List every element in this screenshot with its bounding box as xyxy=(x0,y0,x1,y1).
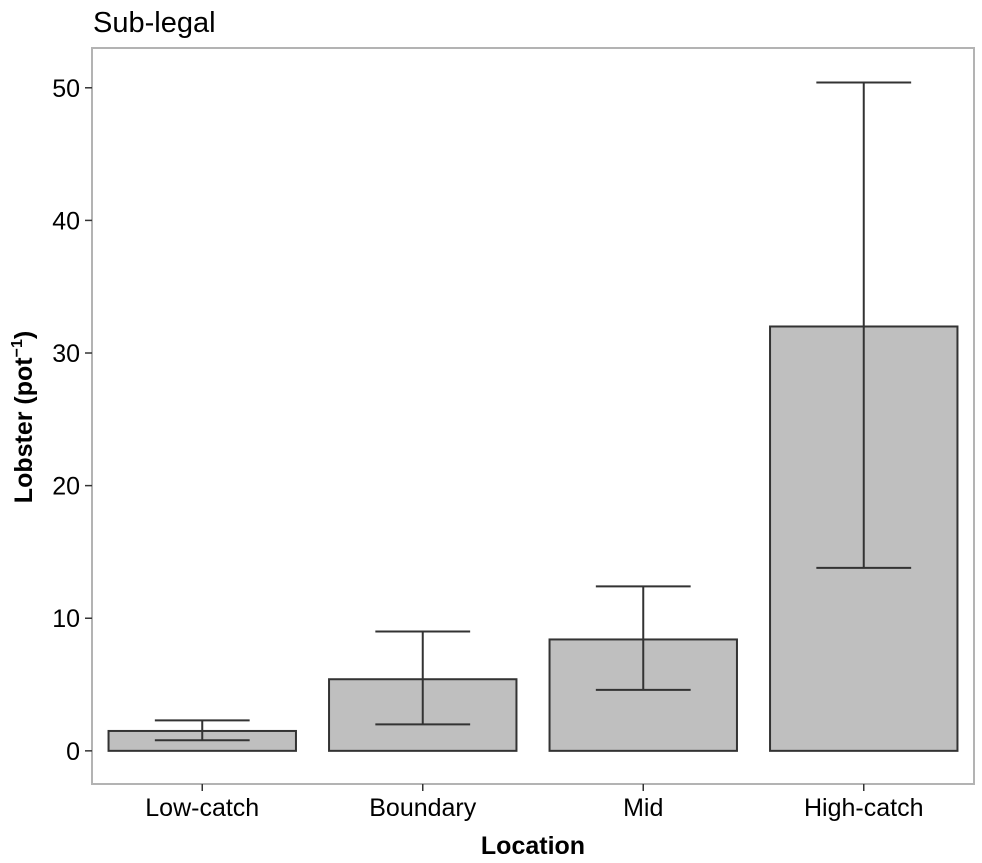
chart-title: Sub-legal xyxy=(93,7,216,39)
y-tick-label: 40 xyxy=(52,207,80,235)
bars xyxy=(107,81,959,752)
y-axis-label-superscript: −1 xyxy=(9,339,26,357)
x-tick-label: High-catch xyxy=(804,794,924,822)
y-axis-label-close: ) xyxy=(10,331,38,339)
y-tick-label: 50 xyxy=(52,75,80,103)
plot-panel xyxy=(91,47,975,785)
y-axis-label: Lobster (pot−1) xyxy=(9,331,38,503)
x-tick-label: Boundary xyxy=(369,794,477,822)
y-tick-label: 0 xyxy=(66,738,80,766)
y-tick-label: 10 xyxy=(52,605,80,633)
y-tick-label: 20 xyxy=(52,473,80,501)
x-axis-label: Location xyxy=(481,832,585,860)
y-axis-label-main: Lobster (pot xyxy=(10,357,38,503)
y-tick-label: 30 xyxy=(52,340,80,368)
x-tick-label: Mid xyxy=(623,794,663,822)
x-axis: Low-catch Boundary Mid High-catch xyxy=(145,784,924,822)
x-tick-label: Low-catch xyxy=(145,794,259,822)
y-axis: 0 10 20 30 40 50 xyxy=(52,75,92,766)
